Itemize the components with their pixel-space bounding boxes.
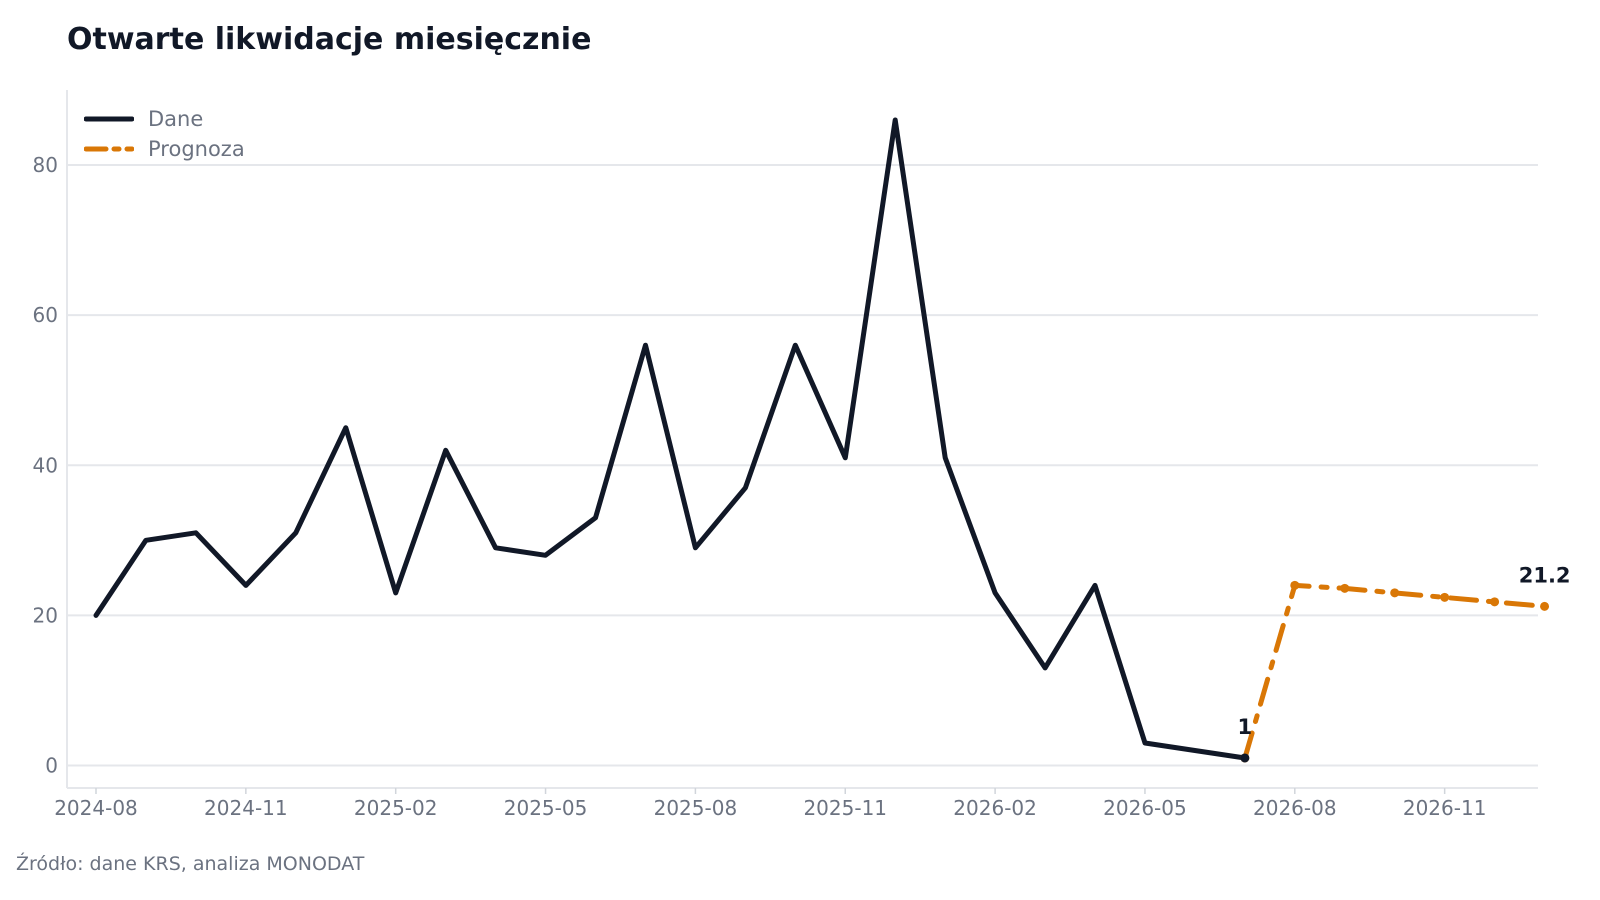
data-label-2027-01: 21.2	[1519, 563, 1571, 587]
x-tick-label-2026-02: 2026-02	[953, 796, 1037, 820]
series-line-dane	[93, 117, 1248, 761]
x-tick-labels: 2024-08 2024-11 2025-02 2025-05 2025-08 2025-…	[54, 796, 1486, 820]
x-tick-label-2024-08: 2024-08	[54, 796, 138, 820]
x-tick-label-2026-05: 2026-05	[1103, 796, 1187, 820]
legend-swatch-dane	[84, 116, 134, 122]
series-point-dane-last	[1240, 753, 1250, 763]
series-point-prognoza-2026-11	[1440, 592, 1450, 602]
x-tick-label-2025-05: 2025-05	[504, 796, 588, 820]
x-tick-label-2026-11: 2026-11	[1403, 796, 1487, 820]
legend-item-prognoza: Prognoza	[84, 134, 245, 164]
x-tick-label-2024-11: 2024-11	[204, 796, 288, 820]
source-note: Źródło: dane KRS, analiza MONODAT	[16, 853, 365, 875]
series-point-prognoza-2027-01	[1540, 601, 1550, 611]
y-tick-label-60: 60	[33, 303, 58, 327]
y-tick-labels: 0 20 40 60 80	[33, 153, 58, 777]
series-point-prognoza-2026-12	[1490, 597, 1500, 607]
data-labels: 121.2	[1238, 563, 1571, 739]
series-point-prognoza-2026-09	[1340, 583, 1350, 593]
series-point-prognoza-2026-08	[1290, 580, 1300, 590]
legend-item-dane: Dane	[84, 104, 245, 134]
x-tick-label-2026-08: 2026-08	[1253, 796, 1337, 820]
y-tick-label-40: 40	[33, 453, 58, 477]
legend-label-dane: Dane	[148, 107, 204, 131]
x-tick-label-2025-02: 2025-02	[354, 796, 438, 820]
series-lines	[93, 117, 1550, 763]
legend-swatch-prognoza	[84, 146, 134, 152]
y-tick-label-80: 80	[33, 153, 58, 177]
y-tick-label-20: 20	[33, 603, 58, 627]
axes	[66, 90, 1538, 794]
grid-lines	[67, 164, 1538, 767]
series-point-prognoza-2026-10	[1390, 588, 1400, 598]
x-tick-label-2025-11: 2025-11	[803, 796, 887, 820]
series-line-prognoza	[1242, 582, 1548, 761]
data-label-2026-07: 1	[1238, 715, 1253, 739]
legend: Dane Prognoza	[84, 104, 245, 164]
chart-title: Otwarte likwidacje miesięcznie	[67, 22, 592, 57]
legend-label-prognoza: Prognoza	[148, 137, 245, 161]
x-tick-label-2025-08: 2025-08	[654, 796, 738, 820]
y-tick-label-0: 0	[45, 753, 58, 777]
